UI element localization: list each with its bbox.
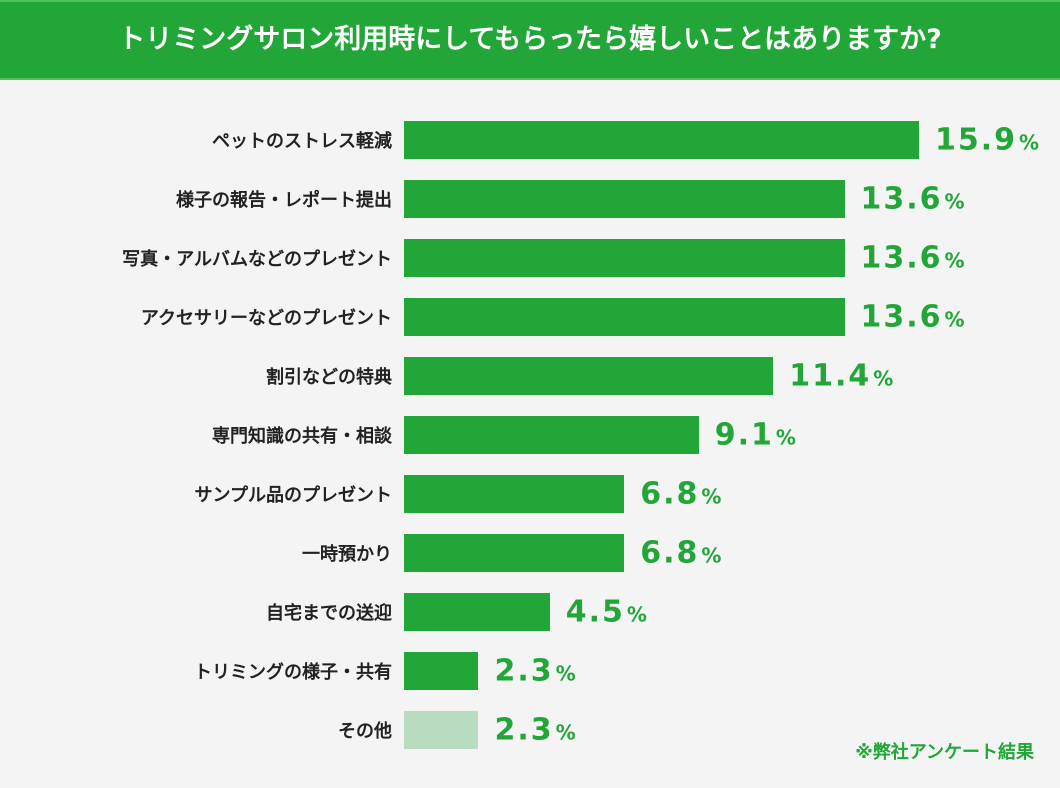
title-bar: トリミングサロン利用時にしてもらったら嬉しいことはありますか? [0, 0, 1060, 80]
value-label: 6.8% [640, 536, 723, 571]
category-label: 自宅までの送迎 [266, 603, 392, 624]
value-unit: % [701, 484, 724, 509]
value-unit: % [944, 248, 967, 273]
value-unit: % [873, 366, 896, 391]
value-number: 11.4 [789, 358, 872, 394]
bar [404, 180, 845, 218]
value-label: 9.1% [715, 418, 798, 453]
value-number: 2.3 [494, 712, 554, 748]
bar [404, 416, 699, 454]
value-number: 13.6 [860, 299, 943, 335]
value-number: 9.1 [714, 417, 774, 453]
bar [404, 593, 550, 631]
value-unit: % [944, 189, 967, 214]
bar [404, 121, 919, 159]
source-note: ※弊社アンケート結果 [855, 742, 1034, 763]
value-number: 2.3 [494, 653, 554, 689]
value-number: 13.6 [860, 240, 943, 276]
bar [404, 534, 625, 572]
category-label: その他 [338, 721, 392, 742]
bar [404, 652, 479, 690]
value-number: 4.5 [565, 594, 625, 630]
value-label: 13.6% [861, 241, 967, 276]
value-label: 11.4% [789, 359, 895, 394]
value-label: 6.8% [640, 477, 723, 512]
bar [404, 239, 845, 277]
value-label: 13.6% [861, 300, 967, 335]
value-number: 6.8 [640, 476, 700, 512]
value-label: 4.5% [566, 595, 649, 630]
value-unit: % [775, 425, 798, 450]
category-label: ペットのストレス軽減 [212, 131, 392, 152]
value-unit: % [1019, 130, 1042, 155]
category-label: サンプル品のプレゼント [194, 485, 392, 506]
bar [404, 298, 845, 336]
value-label: 2.3% [494, 654, 577, 689]
value-unit: % [555, 720, 578, 745]
value-number: 6.8 [640, 535, 700, 571]
value-unit: % [626, 602, 649, 627]
bar [404, 475, 625, 513]
category-label: 一時預かり [302, 544, 392, 565]
value-label: 15.9% [935, 123, 1041, 158]
category-label: 割引などの特典 [266, 367, 392, 388]
chart-title: トリミングサロン利用時にしてもらったら嬉しいことはありますか? [118, 24, 942, 56]
value-label: 2.3% [494, 713, 577, 748]
category-label: 専門知識の共有・相談 [212, 426, 392, 447]
category-label: アクセサリーなどのプレゼント [140, 308, 392, 329]
value-number: 15.9 [935, 122, 1018, 158]
bar [404, 711, 479, 749]
value-label: 13.6% [861, 182, 967, 217]
value-number: 13.6 [860, 181, 943, 217]
value-unit: % [555, 661, 578, 686]
category-label: 様子の報告・レポート提出 [176, 190, 392, 211]
category-label: トリミングの様子・共有 [194, 662, 392, 683]
bar [404, 357, 774, 395]
category-label: 写真・アルバムなどのプレゼント [122, 249, 392, 270]
value-unit: % [701, 543, 724, 568]
value-unit: % [944, 307, 967, 332]
